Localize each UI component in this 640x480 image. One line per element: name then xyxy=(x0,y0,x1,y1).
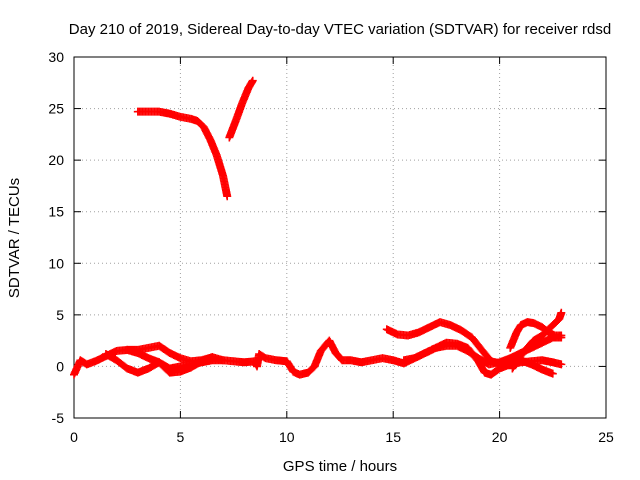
data-point xyxy=(548,369,557,378)
data-series xyxy=(70,76,566,379)
data-point xyxy=(223,192,232,201)
y-tick-label: -5 xyxy=(52,410,65,426)
x-tick-label: 5 xyxy=(177,429,185,445)
x-tick-label: 15 xyxy=(385,429,401,445)
x-tick-label: 0 xyxy=(70,429,78,445)
series-track-a xyxy=(133,107,232,201)
x-axis-label: GPS time / hours xyxy=(283,458,397,475)
y-tick-label: 25 xyxy=(48,101,64,117)
y-tick-label: 15 xyxy=(48,204,64,220)
series-track-b xyxy=(225,76,257,142)
data-point xyxy=(218,356,227,365)
plot-frame xyxy=(73,56,607,419)
data-point xyxy=(557,331,566,340)
chart-title: Day 210 of 2019, Sidereal Day-to-day VTE… xyxy=(69,21,611,38)
x-tick-label: 20 xyxy=(492,429,508,445)
series-track-e xyxy=(123,345,217,377)
y-tick-label: 30 xyxy=(48,49,64,65)
series-track-c xyxy=(70,336,566,379)
data-point xyxy=(208,353,217,362)
axis-ticks: 0 5 10 15 20 25 -5 0 5 10 15 20 25 30 xyxy=(48,49,614,445)
y-tick-label: 20 xyxy=(48,152,64,168)
y-tick-label: 5 xyxy=(56,307,64,323)
x-tick-label: 25 xyxy=(598,429,614,445)
data-point xyxy=(557,308,566,317)
y-tick-label: 10 xyxy=(48,255,64,271)
series-track-i xyxy=(508,308,566,373)
y-axis-label: SDTVAR / TECUs xyxy=(6,178,23,298)
data-point xyxy=(557,360,566,369)
data-point xyxy=(248,76,257,85)
y-tick-label: 0 xyxy=(56,358,64,374)
x-tick-label: 10 xyxy=(279,429,295,445)
